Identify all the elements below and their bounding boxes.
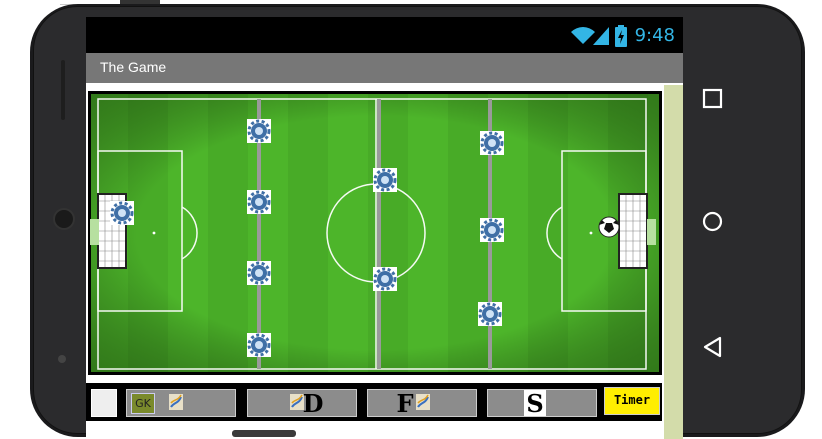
- gear-player-icon[interactable]: [245, 331, 273, 359]
- image-placeholder-icon: [169, 394, 183, 410]
- soccer-field[interactable]: [88, 91, 662, 375]
- front-camera-icon: [55, 210, 73, 228]
- gear-player-icon[interactable]: [245, 188, 273, 216]
- gk-label: GK: [131, 393, 155, 414]
- image-placeholder-icon: [416, 394, 430, 410]
- s-button[interactable]: S: [487, 389, 597, 418]
- wifi-icon: [571, 27, 595, 44]
- gear-player-icon[interactable]: [371, 265, 399, 293]
- back-icon[interactable]: [701, 335, 725, 359]
- gk-button[interactable]: GK: [126, 389, 236, 417]
- gear-player-icon[interactable]: [245, 259, 273, 287]
- d-label: D: [302, 389, 324, 418]
- signal-icon: [593, 27, 609, 45]
- gear-player-icon[interactable]: [476, 300, 504, 328]
- navigation-bar: [683, 17, 743, 437]
- status-bar: 9:48: [86, 17, 683, 53]
- screen: 9:48 The Game: [86, 17, 683, 439]
- gear-player-icon[interactable]: [245, 117, 273, 145]
- blank-button[interactable]: [91, 389, 117, 417]
- s-label: S: [524, 390, 546, 418]
- d-button[interactable]: D: [247, 389, 357, 418]
- speaker-icon: [59, 60, 67, 120]
- app-bar: The Game: [86, 53, 683, 83]
- timer-button[interactable]: Timer: [604, 387, 660, 415]
- app-title: The Game: [100, 59, 167, 75]
- sensor-icon: [58, 355, 66, 363]
- battery-charging-icon: [615, 25, 627, 47]
- gear-player-icon[interactable]: [478, 216, 506, 244]
- top-notch: [120, 0, 160, 6]
- status-time: 9:48: [634, 25, 675, 46]
- right-goal: [618, 193, 656, 269]
- bottom-notch: [232, 430, 296, 437]
- home-icon[interactable]: [701, 210, 725, 234]
- game-content: GK D F S Timer: [86, 83, 683, 437]
- soccer-ball-icon[interactable]: [598, 216, 620, 238]
- recent-apps-icon[interactable]: [701, 87, 725, 111]
- gear-player-icon[interactable]: [371, 166, 399, 194]
- gear-player-icon[interactable]: [478, 129, 506, 157]
- image-placeholder-icon: [290, 394, 304, 410]
- f-button[interactable]: F: [367, 389, 477, 418]
- gear-player-icon[interactable]: [108, 199, 136, 227]
- side-strip: [664, 85, 683, 439]
- f-label: F: [396, 389, 414, 418]
